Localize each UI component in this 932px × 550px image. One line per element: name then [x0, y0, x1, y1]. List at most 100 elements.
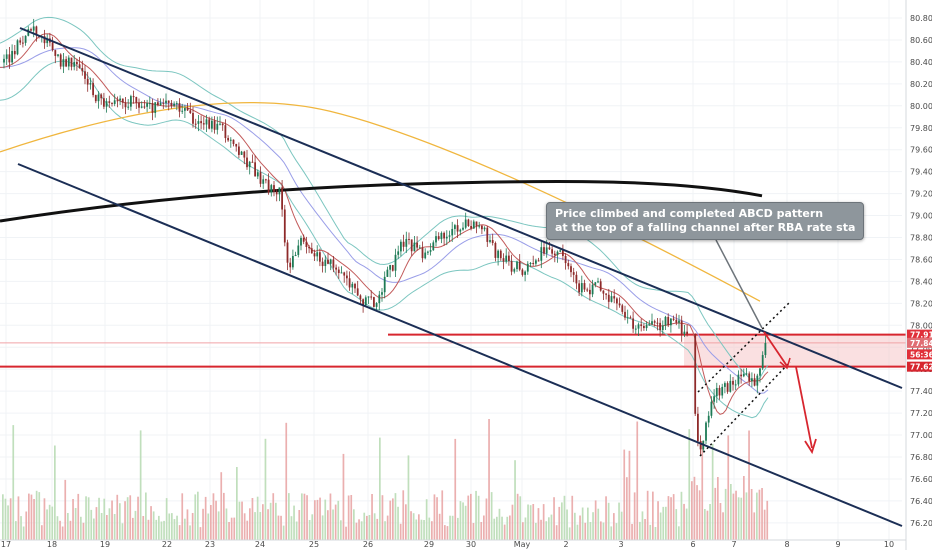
candle-body: [224, 125, 227, 139]
candle-body: [753, 378, 756, 386]
candle-body: [13, 50, 16, 55]
volume-bar: [22, 526, 25, 540]
volume-bar: [147, 519, 150, 540]
volume-bar: [142, 516, 145, 540]
candle-body: [472, 221, 475, 229]
candle-body: [59, 54, 62, 67]
volume-bar: [121, 523, 124, 540]
price-tag-label: 77.915: [910, 331, 932, 340]
candle-body: [645, 325, 648, 329]
volume-bar: [633, 492, 636, 540]
time-axis[interactable]: 17 18 19 22 23 24 25 26 29 30 May 2 3 6 7 8 9 10: [0, 539, 906, 549]
volume-bar: [522, 522, 524, 540]
x-tick-label: 23: [205, 540, 215, 549]
candle-body: [324, 259, 327, 267]
candle-body: [724, 383, 726, 387]
candle-body: [721, 386, 724, 396]
candle-body: [656, 322, 659, 324]
volume-bar: [722, 512, 724, 540]
volume-bar: [46, 509, 48, 540]
candle-body: [435, 236, 437, 243]
volume-bar: [649, 524, 652, 540]
candle-body: [675, 319, 678, 323]
candle-body: [211, 120, 213, 129]
candle-body: [103, 98, 105, 107]
candle-body: [705, 422, 707, 441]
x-tick-label: 24: [255, 540, 265, 549]
volume-bar: [139, 430, 142, 540]
candle-body: [383, 276, 386, 293]
arrow-segment-1: [763, 331, 788, 367]
candle-body: [562, 250, 564, 256]
volume-bar: [54, 445, 56, 540]
x-tick-label: 22: [162, 540, 172, 549]
pattern-lower-dotted-line: [699, 361, 791, 457]
candle-body: [340, 272, 343, 274]
candle-body: [381, 292, 383, 295]
candle-body: [76, 62, 78, 65]
x-tick-label: 2: [563, 540, 568, 549]
candle-body: [589, 289, 591, 295]
volume-bar: [662, 506, 665, 540]
candle-body: [108, 101, 111, 103]
volume-bar: [168, 513, 171, 540]
candle-body: [640, 324, 643, 327]
volume-bar: [457, 517, 459, 540]
candle-body: [629, 317, 632, 319]
candle-body: [337, 269, 340, 273]
y-tick-label: 79.800: [910, 124, 932, 133]
volume-bar: [470, 493, 472, 540]
volume-bar: [498, 508, 501, 540]
candle-body: [46, 38, 49, 44]
volume-bar: [293, 505, 295, 540]
y-tick-label: 79.200: [910, 190, 932, 199]
candle-body: [175, 103, 178, 105]
volume-bar: [589, 522, 592, 540]
candle-body: [327, 259, 329, 264]
x-tick-label: 8: [784, 540, 789, 549]
candle-body: [410, 239, 413, 252]
volume-bar: [204, 496, 207, 540]
volume-bar: [90, 509, 93, 540]
candle-body: [84, 71, 86, 79]
candle-body: [57, 54, 59, 56]
candle-body: [526, 263, 529, 272]
candle-body: [232, 139, 235, 144]
annotation-callout[interactable]: Price climbed and completed ABCD pattern…: [546, 202, 864, 240]
candle-body: [130, 96, 132, 107]
candle-body: [597, 281, 599, 283]
price-axis[interactable]: 80.800 80.600 80.400 80.200 80.000 79.800 79.6…: [905, 0, 932, 550]
volume-bar: [548, 517, 550, 540]
y-tick-label: 80.600: [910, 36, 932, 45]
volume-bar: [571, 495, 574, 540]
volume-bar: [584, 522, 587, 540]
volume-bar: [527, 504, 529, 540]
candle-body: [73, 62, 76, 67]
volume-bar: [181, 493, 184, 540]
candle-body: [737, 374, 740, 385]
volume-bar: [446, 526, 449, 540]
volume-bar: [654, 527, 657, 540]
volume-bar: [670, 497, 672, 540]
arrow-head-small: [779, 357, 791, 370]
volume-bar: [392, 498, 394, 540]
candle-body: [548, 247, 551, 250]
volume-bar: [550, 514, 553, 540]
candle-body: [486, 227, 489, 242]
candle-body: [43, 36, 46, 44]
volume-bar: [384, 521, 386, 540]
y-tick-label: 77.200: [910, 409, 932, 418]
volume-bar: [41, 525, 43, 540]
x-tick-label: 26: [363, 540, 373, 549]
volume-bar: [402, 490, 405, 540]
volume-bar: [220, 472, 223, 540]
volume-bar: [290, 516, 293, 540]
x-tick-label: 9: [835, 540, 840, 549]
volume-bar: [134, 510, 137, 540]
volume-bar: [415, 519, 418, 540]
candle-body: [729, 380, 732, 392]
candle-body: [443, 232, 445, 239]
volume-bar: [389, 500, 392, 540]
volume-bar: [155, 519, 158, 540]
volume-bar: [324, 499, 327, 540]
